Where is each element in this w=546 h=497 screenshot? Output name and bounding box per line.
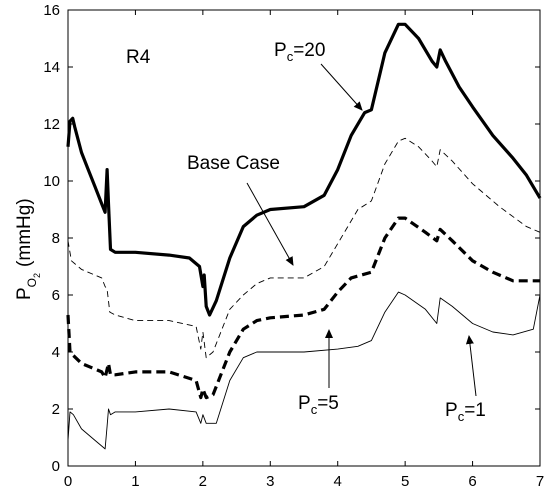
- y-tick-label: 12: [43, 116, 60, 133]
- y-tick-label: 4: [52, 344, 60, 361]
- series-base-case-line: [67, 137, 541, 359]
- annotation-pc5-rest: =5: [317, 393, 339, 414]
- x-tick-label: 1: [131, 473, 139, 490]
- y-tick-label: 8: [52, 230, 60, 247]
- arrow-pc20: [320, 63, 363, 111]
- y-tick-label: 10: [43, 173, 60, 190]
- series-pc1-line: [67, 291, 541, 450]
- y-axis-label-unit: (mmHg): [14, 198, 35, 267]
- series-lines: [66, 22, 542, 450]
- y-axis-label: PO2 (mmHg): [14, 198, 42, 300]
- x-tick-label: 0: [64, 473, 72, 490]
- x-tick-label: 4: [334, 473, 342, 490]
- annotation-pc20-sub: c: [287, 49, 294, 64]
- series-pc20-line: [66, 22, 542, 317]
- y-tick-label: 16: [43, 2, 60, 19]
- y-tick-label: 2: [52, 401, 60, 418]
- arrow-base-case: [246, 182, 294, 266]
- y-axis-label-subsub: 2: [32, 273, 42, 278]
- x-tick-label: 6: [468, 473, 476, 490]
- y-tick-labels: 0 2 4 6 8 10 12 14 16: [43, 2, 60, 475]
- y-tick-label: 6: [52, 287, 60, 304]
- annotation-pc20-main: P: [274, 40, 287, 61]
- annotation-pc5: Pc=5: [298, 393, 339, 417]
- x-tick-label: 5: [401, 473, 409, 490]
- panel-label: R4: [126, 47, 151, 68]
- x-tick-labels: 0 1 2 3 4 5 6 7: [64, 473, 544, 490]
- arrow-pc1: [465, 335, 477, 397]
- annotation-pc5-sub: c: [311, 402, 318, 417]
- annotation-pc1-main: P: [445, 400, 458, 421]
- annotation-pc20: Pc=20: [274, 40, 325, 64]
- annotation-base-case: Base Case: [187, 153, 280, 174]
- annotation-pc5-main: P: [298, 393, 311, 414]
- x-tick-label: 3: [266, 473, 274, 490]
- y-tick-label: 14: [43, 59, 60, 76]
- series-pc5-line: [66, 216, 540, 400]
- annotation-pc20-rest: =20: [293, 40, 325, 61]
- y-axis-label-main: P: [14, 287, 35, 300]
- y-tick-label: 0: [52, 458, 60, 475]
- annotation-pc1: Pc=1: [445, 400, 486, 424]
- x-tick-label: 7: [536, 473, 544, 490]
- annotation-pc1-sub: c: [458, 409, 465, 424]
- y-axis-label-sub: O: [25, 278, 39, 287]
- x-tick-label: 2: [199, 473, 207, 490]
- annotation-pc1-rest: =1: [464, 400, 486, 421]
- axis-ticks: [67, 9, 541, 467]
